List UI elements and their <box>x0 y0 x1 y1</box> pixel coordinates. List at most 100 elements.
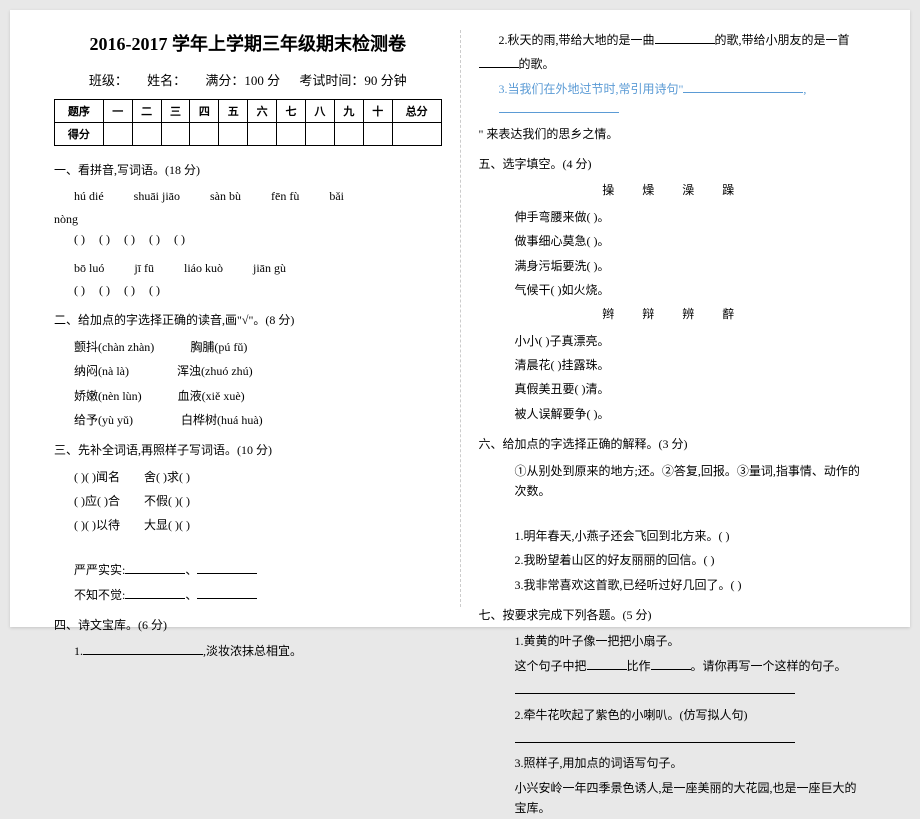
th: 三 <box>161 100 190 123</box>
item: 颤抖(chàn zhàn) <box>74 340 154 354</box>
th: 五 <box>219 100 248 123</box>
item: 胸脯(pú fǔ) <box>190 340 247 354</box>
pinyin: bō luó <box>74 258 104 278</box>
item: 气候干( )如火烧。 <box>515 280 867 300</box>
item: 大显( )( ) <box>144 518 190 532</box>
item: 不假( )( ) <box>144 494 190 508</box>
item: 做事细心莫急( )。 <box>515 231 867 251</box>
pinyin: sàn bù <box>210 186 241 206</box>
item: 1.明年春天,小燕子还会飞回到北方来。( ) <box>515 526 867 546</box>
paren: ( ) <box>74 229 85 249</box>
paren: ( ) <box>99 280 110 300</box>
blank <box>515 731 795 743</box>
th: 七 <box>277 100 306 123</box>
blank <box>499 101 619 113</box>
item: 娇嫩(nèn lùn) <box>74 389 142 403</box>
blank <box>125 587 185 599</box>
class-label: 班级： <box>89 73 128 88</box>
pinyin: liáo kuò <box>184 258 223 278</box>
exam-subtitle: 班级： 姓名： 满分：100 分 考试时间：90 分钟 <box>54 70 442 89</box>
text: 2.秋天的雨,带给大地的是一曲 <box>499 33 655 47</box>
item: ( )( )闻名 <box>74 470 120 484</box>
item: ( )( )以待 <box>74 518 120 532</box>
paren: ( ) <box>149 229 160 249</box>
blank <box>683 81 803 93</box>
text: 比作 <box>627 659 651 673</box>
pinyin: shuāi jiāo <box>134 186 180 206</box>
num: 1. <box>74 644 83 658</box>
th: 总分 <box>392 100 441 123</box>
th: 四 <box>190 100 219 123</box>
paren: ( ) <box>124 229 135 249</box>
blank <box>197 562 257 574</box>
item: 3.我非常喜欢这首歌,已经听过好几回了。( ) <box>515 575 867 595</box>
th: 得分 <box>55 123 104 146</box>
section-3: 三、先补全词语,再照样子写词语。(10 分) ( )( )闻名 舍( )求( )… <box>54 440 442 605</box>
item: 2.牵牛花吹起了紫色的小喇叭。(仿写拟人句) <box>515 705 867 725</box>
blank <box>125 562 185 574</box>
th: 八 <box>305 100 334 123</box>
sec5-title: 五、选字填空。(4 分) <box>479 154 867 174</box>
text: 这个句子中把 <box>515 659 587 673</box>
paren: ( ) <box>124 280 135 300</box>
text: 的歌,带给小朋友的是一首 <box>715 33 850 47</box>
item: 白桦树(huá huà) <box>181 413 263 427</box>
sec6-title: 六、给加点的字选择正确的解释。(3 分) <box>479 434 867 454</box>
blank <box>651 658 691 670</box>
item: 舍( )求( ) <box>144 470 190 484</box>
item: 小小( )子真漂亮。 <box>515 331 867 351</box>
sec2-title: 二、给加点的字选择正确的读音,画"√"。(8 分) <box>54 310 442 330</box>
blank <box>655 32 715 44</box>
pinyin: nòng <box>54 209 442 229</box>
item: 给予(yù yǔ) <box>74 413 133 427</box>
blank <box>515 682 795 694</box>
th: 题序 <box>55 100 104 123</box>
paren: ( ) <box>174 229 185 249</box>
item: 小兴安岭一年四季景色诱人,是一座美丽的大花园,也是一座巨大的宝库。 <box>515 778 867 819</box>
name-label: 姓名： <box>147 73 186 88</box>
text: 的歌。 <box>519 57 555 71</box>
th: 九 <box>334 100 363 123</box>
blank <box>587 658 627 670</box>
th: 十 <box>363 100 392 123</box>
th: 二 <box>132 100 161 123</box>
item: 3.照样子,用加点的词语写句子。 <box>515 753 867 773</box>
item: 被人误解要争( )。 <box>515 404 867 424</box>
score-table: 题序 一 二 三 四 五 六 七 八 九 十 总分 得分 <box>54 99 442 146</box>
item: 真假美丑要( )清。 <box>515 379 867 399</box>
note: ①从别处到原来的地方;还。②答复,回报。③量词,指事情、动作的次数。 <box>515 461 867 502</box>
table-row: 题序 一 二 三 四 五 六 七 八 九 十 总分 <box>55 100 442 123</box>
section-4: 四、诗文宝库。(6 分) 1. ,淡妆浓抹总相宜。 <box>54 615 442 662</box>
text: 3.当我们在外地过节时,常引用诗句" <box>499 82 684 96</box>
pinyin: bǎi <box>329 186 344 206</box>
item: 清晨花( )挂露珠。 <box>515 355 867 375</box>
pinyin: jiān gù <box>253 258 286 278</box>
blank <box>479 56 519 68</box>
sec7-title: 七、按要求完成下列各题。(5 分) <box>479 605 867 625</box>
pinyin: hú dié <box>74 186 104 206</box>
section-2: 二、给加点的字选择正确的读音,画"√"。(8 分) 颤抖(chàn zhàn) … <box>54 310 442 430</box>
section-4-cont: 2.秋天的雨,带给大地的是一曲 的歌,带给小朋友的是一首 的歌。 3.当我们在外地… <box>479 30 867 144</box>
item: ( )应( )合 <box>74 494 120 508</box>
th: 六 <box>248 100 277 123</box>
item: 伸手弯腰来做( )。 <box>515 207 867 227</box>
sec1-title: 一、看拼音,写词语。(18 分) <box>54 160 442 180</box>
section-7: 七、按要求完成下列各题。(5 分) 1.黄黄的叶子像一把把小扇子。 这个句子中把… <box>479 605 867 819</box>
paren: ( ) <box>74 280 85 300</box>
example: 严严实实: <box>74 563 125 577</box>
item: 浑浊(zhuó zhú) <box>177 364 253 378</box>
text: ,淡妆浓抹总相宜。 <box>203 644 302 658</box>
column-divider <box>460 30 461 607</box>
paren: ( ) <box>99 229 110 249</box>
sec4-title: 四、诗文宝库。(6 分) <box>54 615 442 635</box>
section-1: 一、看拼音,写词语。(18 分) hú dié shuāi jiāo sàn b… <box>54 160 442 300</box>
text: 。请你再写一个这样的句子。 <box>691 659 847 673</box>
text: " 来表达我们的思乡之情。 <box>479 127 619 141</box>
pinyin: jī fū <box>134 258 154 278</box>
paren: ( ) <box>149 280 160 300</box>
table-row: 得分 <box>55 123 442 146</box>
pinyin: fēn fù <box>271 186 299 206</box>
blank <box>197 587 257 599</box>
time-label: 考试时间：90 分钟 <box>299 73 406 88</box>
item: 1.黄黄的叶子像一把把小扇子。 <box>515 631 867 651</box>
